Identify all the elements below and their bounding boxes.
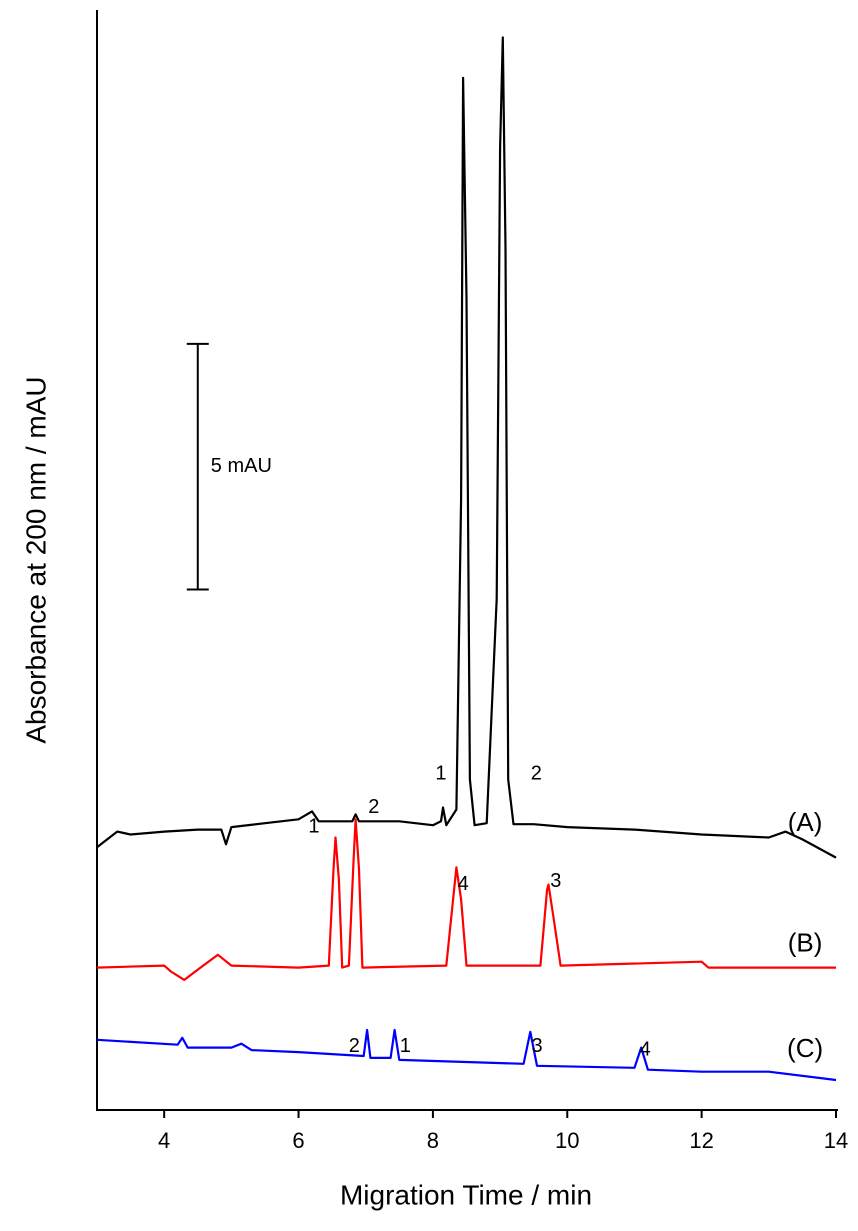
peak-label: 4 — [458, 873, 469, 895]
peak-label: 3 — [531, 1035, 542, 1057]
x-tick-label: 8 — [427, 1128, 439, 1153]
peak-label: 2 — [349, 1035, 360, 1057]
series-label: (A) — [788, 807, 823, 837]
x-tick-label: 6 — [292, 1128, 304, 1153]
peak-label: 4 — [640, 1038, 651, 1060]
peak-label: 1 — [308, 815, 319, 837]
peak-label: 2 — [368, 796, 379, 818]
x-axis-label: Migration Time / min — [340, 1179, 592, 1210]
trace — [96, 818, 836, 981]
peak-label: 1 — [435, 762, 446, 784]
trace — [96, 36, 837, 859]
x-tick-label: 10 — [555, 1128, 579, 1153]
scale-bar-label: 5 mAU — [211, 455, 272, 477]
x-tick-label: 14 — [824, 1128, 848, 1153]
x-tick-label: 4 — [158, 1128, 170, 1153]
y-axis-label: Absorbance at 200 nm / mAU — [20, 376, 51, 743]
series-label: (C) — [787, 1033, 823, 1063]
peak-label: 3 — [550, 870, 561, 892]
peak-label: 1 — [400, 1035, 411, 1057]
series-label: (B) — [788, 927, 823, 957]
peak-label: 2 — [531, 762, 542, 784]
x-tick-label: 12 — [689, 1128, 713, 1153]
trace — [96, 1028, 837, 1082]
